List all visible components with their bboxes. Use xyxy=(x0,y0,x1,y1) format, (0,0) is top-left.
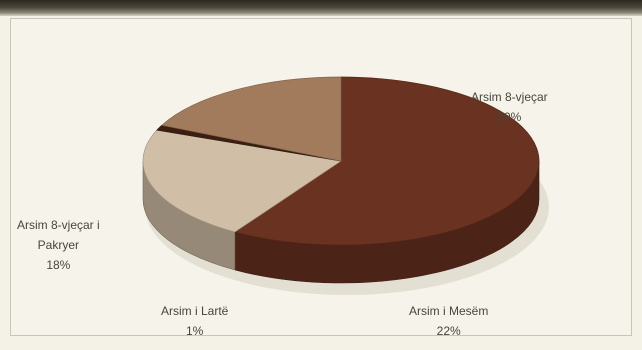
label-text: Arsim 8-vjeçar i xyxy=(17,218,100,232)
label-value: 18% xyxy=(46,258,71,272)
label-text: Arsim i Mesëm xyxy=(409,304,489,318)
pie-chart xyxy=(142,76,549,295)
pie-slice-3 xyxy=(161,76,342,162)
header-strip xyxy=(0,0,642,16)
label-value: 59% xyxy=(497,110,522,124)
label-arsim-8-vjecar: Arsim 8-vjeçar 59% xyxy=(471,87,548,127)
label-text-2: Pakryer xyxy=(37,238,80,252)
pie-slice-1 xyxy=(142,129,342,233)
label-value: 1% xyxy=(186,324,204,338)
label-arsim-8-vjecar-i-pakryer: Arsim 8-vjeçar i Pakryer 18% xyxy=(17,215,100,275)
chart-frame: Arsim 8-vjeçar 59% Arsim i Mesëm 22% Ars… xyxy=(10,18,632,338)
label-arsim-i-larte: Arsim i Lartë 1% xyxy=(161,301,228,341)
pie-slice-0 xyxy=(234,76,540,246)
label-arsim-i-mesem: Arsim i Mesëm 22% xyxy=(409,301,488,341)
label-text: Arsim i Lartë xyxy=(161,304,229,318)
label-text: Arsim 8-vjeçar xyxy=(471,90,548,104)
label-value: 22% xyxy=(436,324,461,338)
